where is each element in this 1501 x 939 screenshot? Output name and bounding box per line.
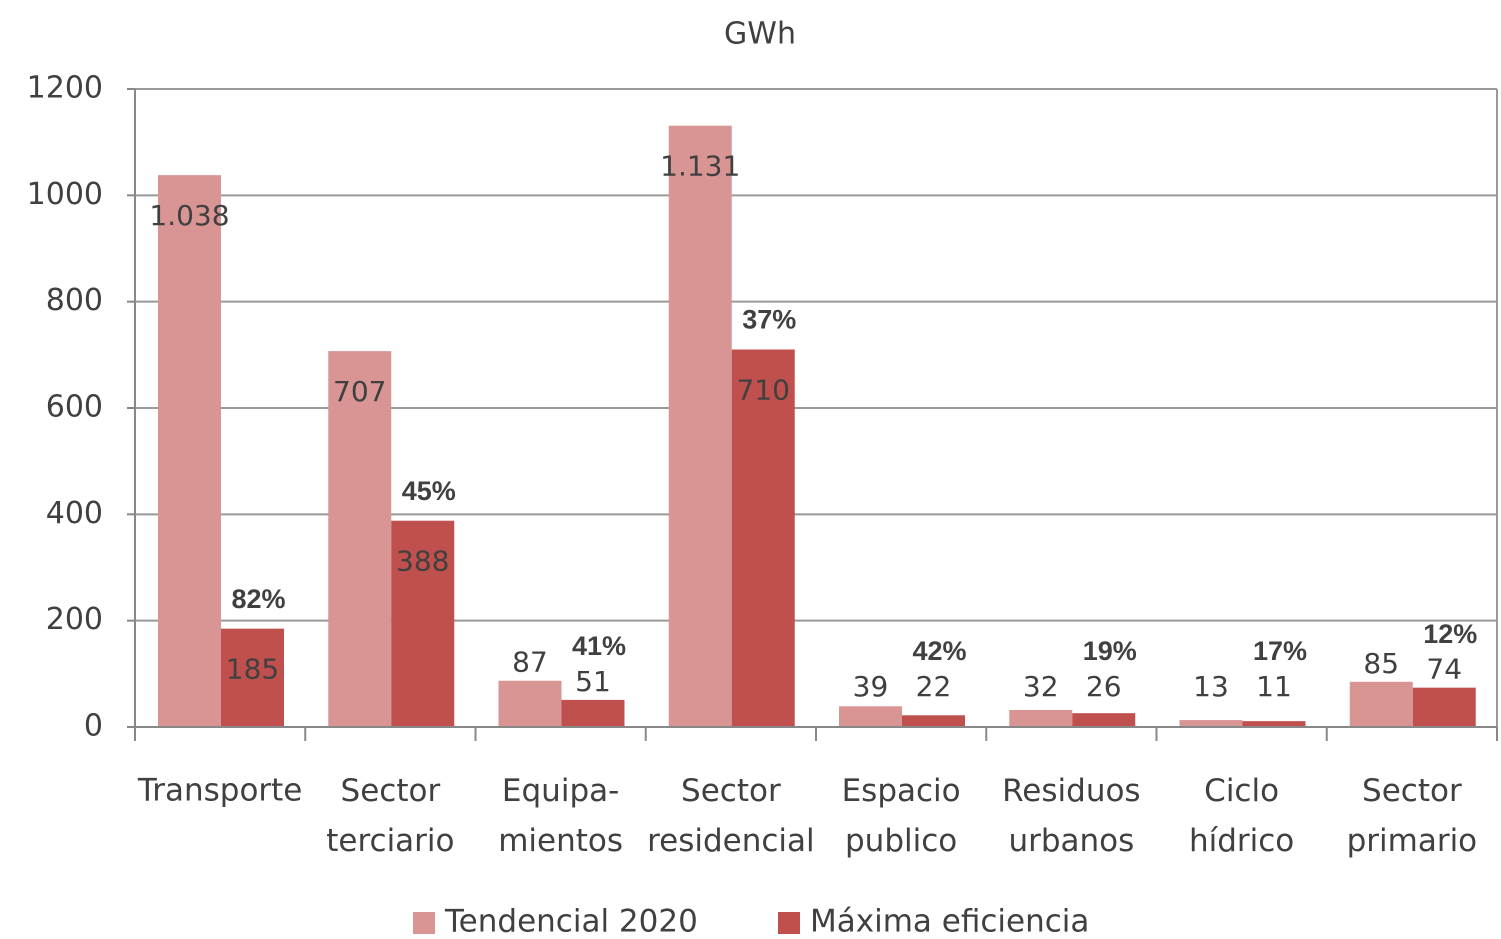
- legend-swatch: [413, 912, 435, 934]
- chart-title: GWh: [724, 17, 796, 52]
- percent-label: 12%: [1423, 619, 1477, 649]
- bar: [1072, 713, 1136, 727]
- y-tick-label: 600: [46, 390, 103, 425]
- bar: [731, 349, 795, 727]
- x-tick-label: Sector residencial: [647, 773, 815, 859]
- y-tick-label: 800: [46, 283, 103, 318]
- value-label: 1.038: [149, 199, 229, 232]
- y-tick-label: 400: [46, 496, 103, 531]
- percent-label: 37%: [742, 305, 796, 335]
- value-label: 32: [1023, 670, 1059, 703]
- bar: [158, 175, 221, 727]
- value-label: 87: [512, 646, 548, 679]
- legend-label: Tendencial 2020: [444, 904, 698, 939]
- value-label: 39: [853, 670, 889, 703]
- value-label: 388: [396, 545, 449, 578]
- value-label: 185: [226, 653, 279, 686]
- bar: [391, 520, 455, 727]
- y-tick-label: 0: [84, 709, 103, 744]
- y-tick-label: 1200: [27, 71, 103, 106]
- y-tick-label: 1000: [27, 177, 103, 212]
- x-tick-label: Sector terciario: [326, 773, 454, 859]
- x-tick-label: Ciclo hídrico: [1189, 773, 1294, 859]
- value-label: 710: [737, 374, 790, 407]
- bar: [498, 680, 562, 727]
- x-tick-label: Transporte: [137, 773, 303, 809]
- x-tick-label: Sector primario: [1347, 773, 1478, 859]
- bar: [561, 699, 625, 727]
- percent-label: 45%: [402, 476, 456, 506]
- value-label: 22: [916, 670, 952, 703]
- percent-label: 17%: [1253, 636, 1307, 666]
- legend-label: Máxima eficiencia: [810, 904, 1089, 939]
- value-label: 13: [1193, 670, 1229, 703]
- percent-label: 19%: [1083, 636, 1137, 666]
- value-label: 51: [575, 665, 611, 698]
- bar: [839, 706, 902, 727]
- value-label: 74: [1426, 653, 1462, 686]
- value-label: 1.131: [660, 150, 740, 183]
- value-label: 11: [1256, 670, 1292, 703]
- bar: [1242, 721, 1306, 727]
- bar: [328, 351, 392, 727]
- value-label: 707: [333, 375, 386, 408]
- bar: [1009, 709, 1073, 727]
- bar: [1349, 681, 1413, 727]
- percent-label: 42%: [912, 636, 966, 666]
- percent-label: 82%: [231, 584, 285, 614]
- x-tick-label: Equipa-mientos: [498, 773, 623, 859]
- value-label: 85: [1363, 647, 1399, 680]
- legend-swatch: [778, 912, 800, 934]
- x-tick-label: Espacio publico: [842, 773, 961, 859]
- y-tick-label: 200: [46, 602, 103, 637]
- bar: [1179, 720, 1243, 727]
- bar: [221, 628, 284, 727]
- bar: [1412, 687, 1476, 727]
- percent-label: 41%: [572, 631, 626, 661]
- bar: [668, 125, 732, 727]
- bar: [902, 715, 965, 727]
- value-label: 26: [1086, 670, 1122, 703]
- x-tick-label: Residuos urbanos: [1002, 773, 1140, 859]
